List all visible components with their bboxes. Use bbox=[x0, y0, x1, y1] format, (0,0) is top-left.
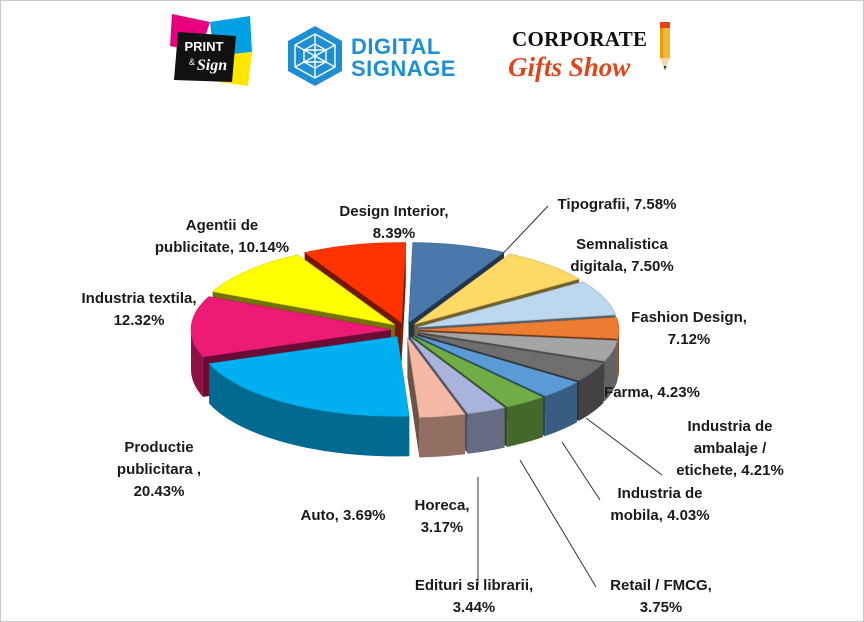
slice-side bbox=[419, 414, 465, 458]
slice-label-line: Industria de bbox=[617, 485, 702, 502]
slice-top bbox=[190, 296, 392, 358]
slice-label-line: Industria de bbox=[687, 418, 772, 435]
slice-top bbox=[212, 254, 395, 326]
slice-top bbox=[303, 242, 407, 324]
slice-label-line: Horeca, bbox=[414, 497, 469, 514]
print-sign-line3: Sign bbox=[197, 57, 227, 74]
slice-label: Fashion Design, 7.12% bbox=[631, 309, 747, 348]
slice-top bbox=[208, 336, 410, 417]
slice-wall bbox=[407, 337, 420, 458]
print-sign-logo-graphic: PRINT & Sign bbox=[170, 14, 252, 86]
leader-line bbox=[561, 441, 601, 501]
slice-label-line: 7.12% bbox=[668, 331, 711, 348]
slice-label-line: Design Interior, bbox=[339, 203, 448, 220]
slice-label-line: Semnalistica bbox=[576, 236, 668, 253]
slice-label: Horeca, 3.17% bbox=[414, 497, 469, 536]
slice-label-line: Edituri si librarii, bbox=[415, 577, 533, 594]
slice-label: Retail / FMCG, 3.75% bbox=[610, 577, 712, 616]
digital-signage-line1: DIGITAL bbox=[351, 34, 441, 59]
slice-label-line: Retail / FMCG, bbox=[610, 577, 712, 594]
slice-top bbox=[408, 242, 505, 324]
slice-wall bbox=[401, 242, 406, 363]
pencil-icon bbox=[660, 22, 670, 70]
slice-top bbox=[418, 331, 618, 362]
slice-label: Agentii de publicitate, 10.14% bbox=[155, 217, 289, 256]
slice-label-line: 3.75% bbox=[640, 599, 683, 616]
slice-side bbox=[467, 407, 505, 454]
slice-label: Semnalistica digitala, 7.50% bbox=[570, 236, 673, 275]
slice-side bbox=[604, 340, 618, 402]
slice-top bbox=[407, 337, 466, 418]
slice-top bbox=[412, 336, 544, 408]
slice-label-line: 12.32% bbox=[114, 312, 165, 329]
slice-label-line: Agentii de bbox=[186, 217, 259, 234]
slice-side bbox=[191, 329, 203, 397]
slice-label-line: Auto, 3.69% bbox=[300, 507, 385, 524]
slice-label-line: 8.39% bbox=[373, 225, 416, 242]
slice-side bbox=[545, 382, 578, 437]
logo-row: PRINT & Sign DIGITAL SIGNAGE CORPORATE G… bbox=[0, 0, 864, 100]
slice-label-line: publicitate, 10.14% bbox=[155, 239, 289, 256]
slice-label-line: ambalaje / bbox=[694, 440, 767, 457]
slice-top bbox=[418, 317, 620, 339]
slice-label-line: mobila, 4.03% bbox=[610, 507, 709, 524]
pie-slices bbox=[190, 242, 620, 458]
slice-side bbox=[209, 363, 410, 457]
corporate-gifts-line2: Gifts Show bbox=[508, 52, 631, 82]
print-sign-line2: & bbox=[189, 57, 195, 67]
corporate-gifts-logo: CORPORATE Gifts Show bbox=[508, 18, 688, 90]
slice-top bbox=[417, 281, 617, 328]
leader-line bbox=[494, 205, 549, 263]
slice-label: Design Interior, 8.39% bbox=[339, 203, 448, 242]
slice-label-line: digitala, 7.50% bbox=[570, 258, 673, 275]
slice-top bbox=[417, 333, 604, 382]
slice-top bbox=[415, 334, 578, 397]
slice-label-line: Industria textila, bbox=[81, 290, 196, 307]
slice-label: Productie publicitara , 20.43% bbox=[117, 439, 201, 500]
slice-label-line: Productie bbox=[124, 439, 193, 456]
slice-label-line: Farma, 4.23% bbox=[604, 384, 700, 401]
slice-label-line: 20.43% bbox=[134, 483, 185, 500]
digital-signage-line2: SIGNAGE bbox=[351, 56, 456, 81]
slice-top bbox=[410, 336, 506, 415]
pie-slice bbox=[407, 337, 466, 458]
leader-line bbox=[519, 459, 597, 588]
slice-label: Industria de mobila, 4.03% bbox=[610, 485, 709, 524]
slice-label: Tipografii, 7.58% bbox=[558, 196, 677, 213]
slice-label: Edituri si librarii, 3.44% bbox=[415, 577, 533, 616]
slice-side bbox=[507, 397, 543, 447]
slice-label-line: 3.17% bbox=[421, 519, 464, 536]
corporate-gifts-line1: CORPORATE bbox=[512, 27, 648, 51]
digital-signage-logo: DIGITAL SIGNAGE bbox=[284, 24, 474, 90]
slice-label-line: publicitara , bbox=[117, 461, 201, 478]
pie-slice bbox=[208, 336, 410, 457]
hexagon-grid-icon bbox=[288, 26, 342, 86]
slice-label-line: Tipografii, 7.58% bbox=[558, 196, 677, 213]
slice-label-line: 3.44% bbox=[453, 599, 496, 616]
leader-lines bbox=[477, 205, 663, 588]
slice-label-line: Fashion Design, bbox=[631, 309, 747, 326]
slice-label-line: etichete, 4.21% bbox=[676, 462, 784, 479]
slice-labels: Tipografii, 7.58% Semnalistica digitala, 7… bbox=[81, 196, 783, 616]
print-sign-logo: PRINT & Sign bbox=[170, 12, 252, 88]
slice-side bbox=[617, 329, 619, 379]
slice-label: Farma, 4.23% bbox=[604, 384, 700, 401]
slice-label: Auto, 3.69% bbox=[300, 507, 385, 524]
slice-label: Industria de ambalaje / etichete, 4.21% bbox=[676, 418, 784, 479]
slice-top bbox=[414, 253, 580, 325]
leader-line bbox=[585, 417, 663, 476]
print-sign-line1: PRINT bbox=[185, 39, 224, 54]
slice-label: Industria textila, 12.32% bbox=[81, 290, 196, 329]
